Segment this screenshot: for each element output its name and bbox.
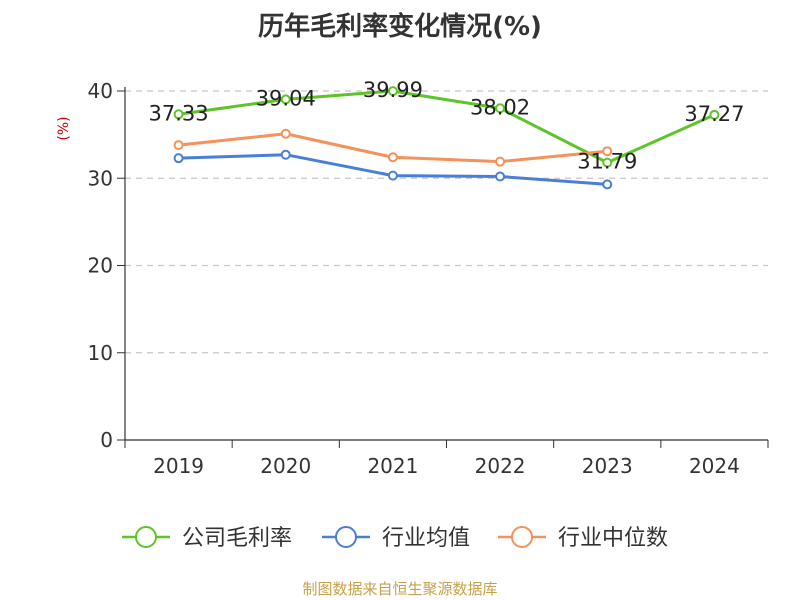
- x-tick-label: 2021: [367, 454, 418, 478]
- data-point: [173, 109, 184, 120]
- data-labels: 37.33 39.04 39.99 38.02 31.79 37.27: [149, 78, 745, 174]
- data-point: [602, 146, 613, 157]
- data-point: [173, 153, 184, 164]
- data-point: [280, 94, 291, 105]
- data-label: 38.02: [470, 95, 530, 119]
- data-point: [280, 149, 291, 160]
- series-line-0: [178, 89, 716, 165]
- x-tick-label: 2024: [689, 454, 740, 478]
- legend-item-1: 行业均值: [322, 526, 470, 551]
- data-point: [602, 179, 613, 190]
- data-label: 37.27: [684, 102, 744, 126]
- grid-lines: [125, 90, 768, 354]
- data-label: 39.99: [363, 78, 423, 102]
- data-point: [173, 140, 184, 151]
- data-point: [387, 86, 398, 97]
- x-tick-label: 2020: [260, 454, 311, 478]
- y-tick-label: 10: [88, 341, 113, 365]
- source-note: 制图数据来自恒生聚源数据库: [302, 580, 498, 598]
- data-point: [387, 170, 398, 181]
- legend-swatch-marker: [511, 526, 533, 548]
- axes: 0 10 20 30 40 (%) 2019 2020 2021 2022 2023 2024: [56, 79, 769, 478]
- data-point: [280, 128, 291, 139]
- chart-title: 历年毛利率变化情况(%): [258, 12, 542, 42]
- x-tick-label: 2019: [153, 454, 204, 478]
- series-lines: [173, 86, 720, 190]
- y-tick-label: 20: [88, 254, 113, 278]
- legend-label: 行业中位数: [558, 526, 668, 551]
- legend-label: 行业均值: [382, 526, 470, 551]
- y-tick-label: 0: [100, 428, 113, 452]
- data-label: 31.79: [577, 150, 637, 174]
- data-point: [495, 103, 506, 114]
- data-label: 37.33: [149, 101, 209, 125]
- legend-swatch-marker: [135, 526, 157, 548]
- data-label: 39.04: [256, 86, 316, 110]
- y-tick-label: 40: [88, 79, 113, 103]
- legend-item-2: 行业中位数: [498, 526, 668, 551]
- data-point: [602, 157, 613, 168]
- legend: 公司毛利率 行业均值 行业中位数: [122, 526, 668, 551]
- x-tick-label: 2022: [475, 454, 526, 478]
- y-axis-label: (%): [56, 116, 72, 140]
- data-point: [495, 171, 506, 182]
- data-point: [387, 152, 398, 163]
- x-tick-label: 2023: [582, 454, 633, 478]
- data-point: [495, 156, 506, 167]
- legend-item-0: 公司毛利率: [122, 526, 292, 551]
- data-point: [709, 109, 720, 120]
- legend-label: 公司毛利率: [182, 526, 292, 551]
- y-tick-label: 30: [88, 166, 113, 190]
- legend-swatch-marker: [335, 526, 357, 548]
